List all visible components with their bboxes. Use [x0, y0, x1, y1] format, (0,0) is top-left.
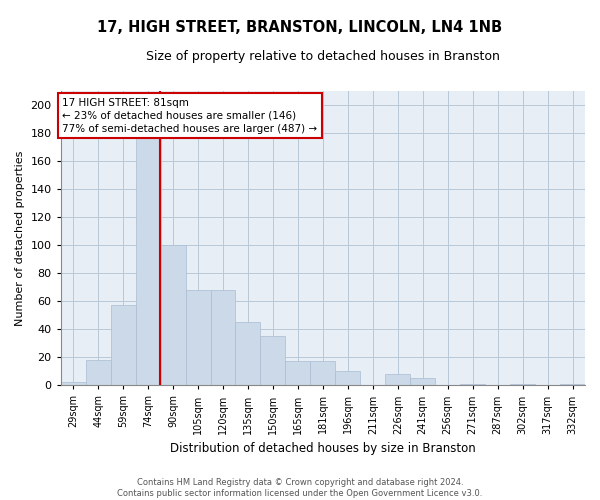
Bar: [410, 378, 435, 386]
Y-axis label: Number of detached properties: Number of detached properties: [15, 150, 25, 326]
Bar: [460, 384, 485, 386]
Text: 17 HIGH STREET: 81sqm
← 23% of detached houses are smaller (146)
77% of semi-det: 17 HIGH STREET: 81sqm ← 23% of detached …: [62, 98, 317, 134]
Bar: [185, 290, 211, 386]
Text: Contains HM Land Registry data © Crown copyright and database right 2024.
Contai: Contains HM Land Registry data © Crown c…: [118, 478, 482, 498]
Bar: [260, 336, 286, 386]
Text: 17, HIGH STREET, BRANSTON, LINCOLN, LN4 1NB: 17, HIGH STREET, BRANSTON, LINCOLN, LN4 …: [97, 20, 503, 35]
Title: Size of property relative to detached houses in Branston: Size of property relative to detached ho…: [146, 50, 500, 63]
Bar: [335, 371, 361, 386]
Bar: [161, 245, 185, 386]
Bar: [560, 384, 585, 386]
Bar: [310, 362, 335, 386]
Bar: [61, 382, 86, 386]
Bar: [385, 374, 410, 386]
X-axis label: Distribution of detached houses by size in Branston: Distribution of detached houses by size …: [170, 442, 476, 455]
Bar: [211, 290, 235, 386]
Bar: [286, 362, 310, 386]
Bar: [136, 118, 161, 386]
Bar: [510, 384, 535, 386]
Bar: [86, 360, 110, 386]
Bar: [110, 306, 136, 386]
Bar: [235, 322, 260, 386]
